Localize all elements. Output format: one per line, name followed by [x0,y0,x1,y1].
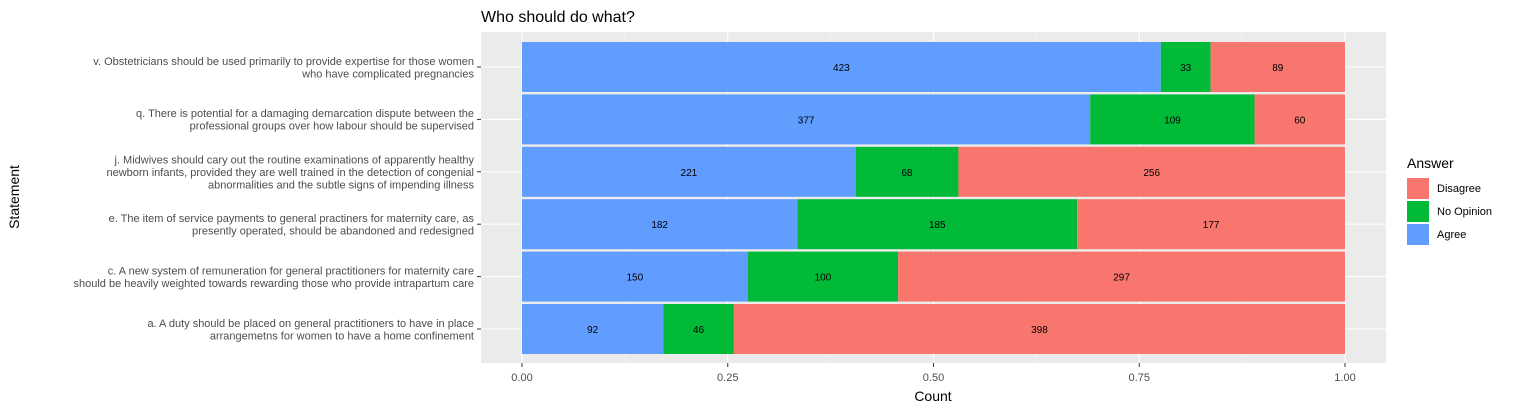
bar-agree [522,304,664,354]
legend-key-agree [1407,224,1429,245]
bar-agree [522,251,748,302]
y-category-label-line: j. Midwives should cary out the routine … [113,154,474,166]
data-label: 33 [1180,63,1192,74]
y-category-label: v. Obstetricians should be used primaril… [93,56,474,81]
bar-no-opinion [663,304,734,354]
x-tick-label: 0.25 [717,372,738,384]
x-tick-label: 1.00 [1334,372,1355,384]
data-label: 68 [902,168,914,179]
data-label: 92 [587,325,599,336]
bar-no-opinion [747,251,899,302]
y-category-label-line: v. Obstetricians should be used primaril… [93,56,474,68]
data-label: 109 [1164,115,1181,126]
y-category-label-line: e. The item of service payments to gener… [109,213,475,225]
bar-disagree [1077,199,1345,250]
data-label: 100 [815,273,832,284]
legend-key-no-opinion [1407,201,1429,222]
data-label: 46 [693,325,705,336]
bars-layer [522,42,1345,354]
data-label: 398 [1031,325,1048,336]
legend-title: Answer [1407,155,1454,171]
legend-label: Disagree [1437,183,1481,195]
y-category-label-line: should be heavily weighted towards rewar… [73,278,474,290]
bar-no-opinion [1160,42,1211,92]
data-label: 256 [1143,168,1160,179]
bar-disagree [898,251,1345,302]
bar-disagree [733,304,1345,354]
y-category-label-line: who have complicated pregnancies [301,68,474,80]
x-axis-ticks: 0.00 0.25 0.50 0.75 1.00 [511,363,1356,384]
bar-no-opinion [1090,94,1255,145]
legend: Answer Disagree No Opinion Agree [1407,155,1492,245]
x-axis-title: Count [914,388,951,404]
y-category-label-line: newborn infants, provided they are well … [106,167,474,179]
y-category-label-line: presently operated, should be abandoned … [192,225,474,237]
x-tick-label: 0.75 [1129,372,1150,384]
data-label: 60 [1294,115,1306,126]
legend-label: No Opinion [1437,206,1492,218]
data-label: 423 [833,63,850,74]
y-category-label-line: c. A new system of remuneration for gene… [108,265,474,277]
bar-agree [522,146,856,197]
x-tick-label: 0.50 [923,372,944,384]
bar-disagree [1210,42,1345,92]
y-category-label: q. There is potential for a damaging dem… [136,108,474,132]
y-category-label-line: professional groups over how labour shou… [190,121,474,133]
y-category-label: a. A duty should be placed on general pr… [147,318,474,343]
y-axis-labels: v. Obstetricians should be used primaril… [73,56,481,343]
data-label: 221 [681,168,698,179]
legend-label: Agree [1437,229,1466,241]
data-label: 185 [929,220,946,231]
data-label: 177 [1203,220,1220,231]
bar-agree [522,94,1091,145]
data-labels-layer: 423 33 89 377 109 60 221 68 256 182 185 177 150 100 29… [587,63,1306,336]
y-category-label-line: q. There is potential for a damaging dem… [136,108,474,120]
bar-agree [522,199,798,250]
y-category-label: j. Midwives should cary out the routine … [106,154,474,191]
data-label: 89 [1272,63,1284,74]
bar-no-opinion [855,146,959,197]
y-category-label: e. The item of service payments to gener… [109,213,475,238]
y-category-label: c. A new system of remuneration for gene… [73,265,474,290]
bar-no-opinion [797,199,1078,250]
y-category-label-line: arrangemetns for women to have a home co… [210,330,474,342]
y-category-label-line: abnormalities and the subtle signs of im… [208,179,474,191]
bar-disagree [1254,94,1345,145]
data-label: 182 [651,220,668,231]
bar-disagree [958,146,1345,197]
data-label: 377 [798,115,815,126]
data-label: 297 [1113,273,1130,284]
y-axis-title: Statement [6,165,22,229]
bar-agree [522,42,1161,92]
x-tick-label: 0.00 [511,372,532,384]
chart-title: Who should do what? [481,9,635,26]
y-category-label-line: a. A duty should be placed on general pr… [147,318,474,330]
data-label: 150 [626,273,643,284]
legend-key-disagree [1407,178,1429,199]
